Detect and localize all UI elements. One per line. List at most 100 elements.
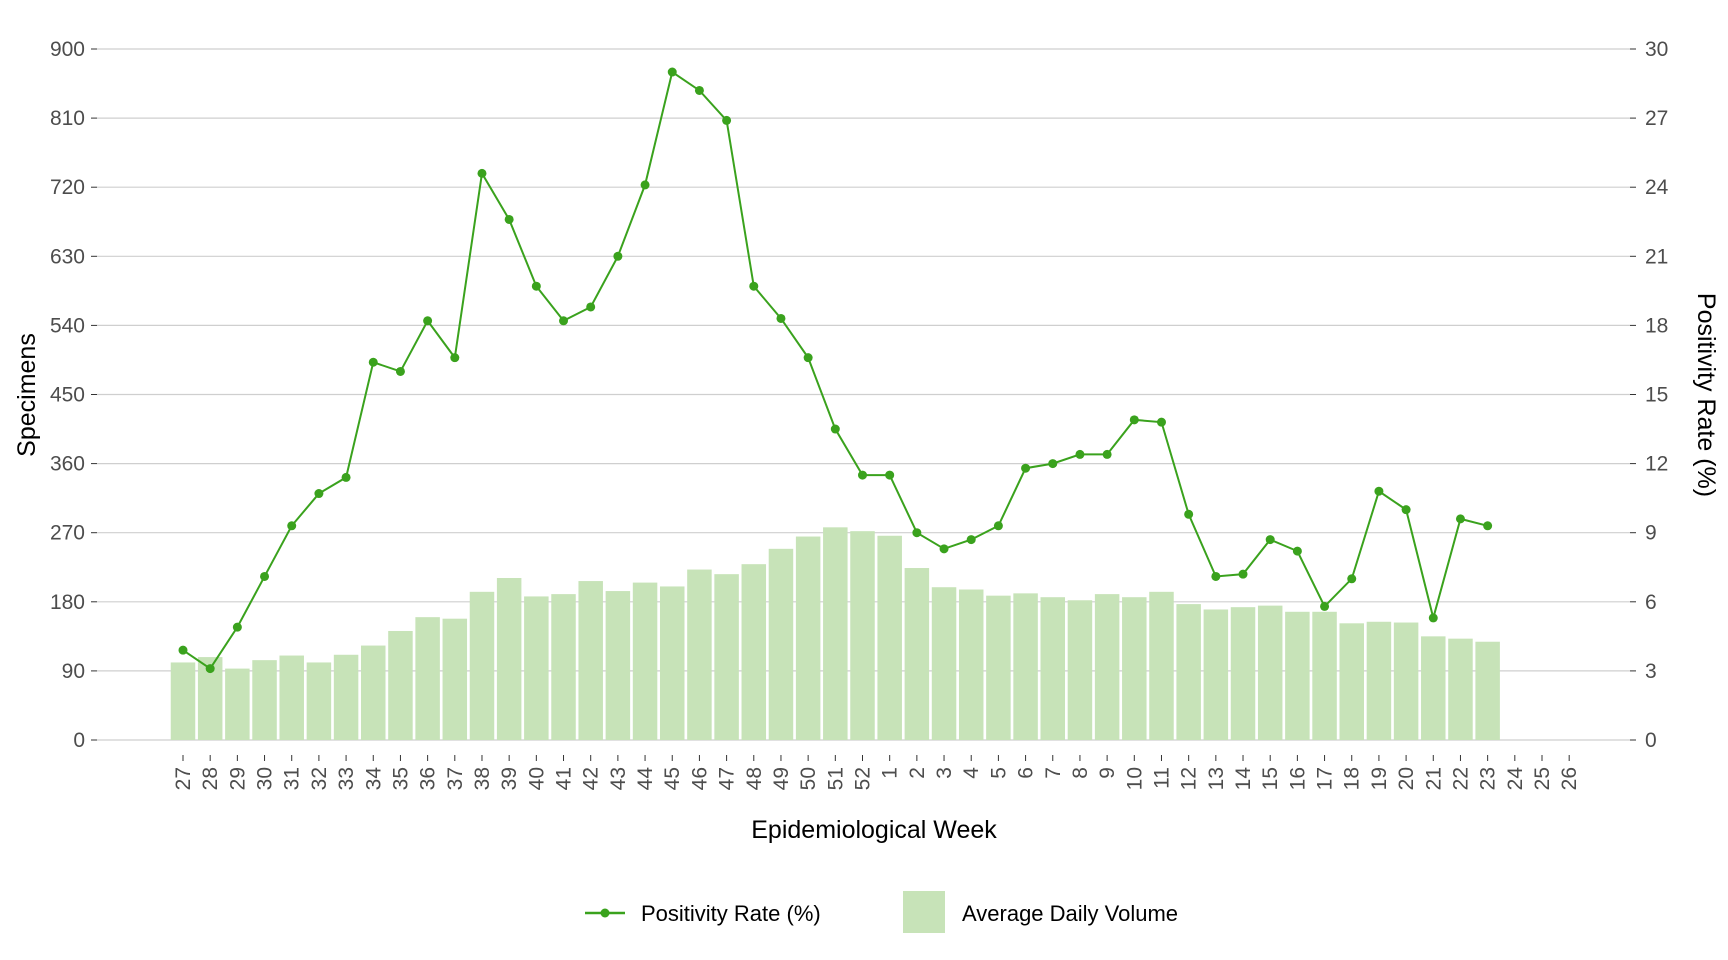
positivity-point[interactable] [1320, 601, 1330, 611]
positivity-point[interactable] [858, 470, 867, 480]
positivity-point[interactable] [531, 281, 541, 291]
positivity-point[interactable] [423, 316, 433, 326]
bar[interactable] [1475, 641, 1500, 740]
positivity-point[interactable] [694, 85, 704, 95]
positivity-point[interactable] [1401, 505, 1411, 515]
positivity-point[interactable] [776, 313, 786, 323]
positivity-point[interactable] [613, 251, 623, 261]
bar[interactable] [279, 655, 304, 740]
positivity-point[interactable] [232, 622, 242, 632]
bar[interactable] [551, 594, 576, 740]
positivity-point[interactable] [450, 353, 460, 363]
positivity-point[interactable] [1021, 463, 1031, 473]
positivity-point[interactable] [368, 357, 378, 367]
positivity-point[interactable] [1102, 449, 1112, 459]
bar[interactable] [850, 531, 875, 740]
positivity-point[interactable] [640, 180, 650, 190]
bar[interactable] [1393, 622, 1419, 740]
bar[interactable] [252, 660, 277, 740]
bar[interactable] [1421, 636, 1446, 740]
positivity-point[interactable] [939, 544, 949, 554]
positivity-point[interactable] [1455, 514, 1465, 524]
positivity-point[interactable] [966, 535, 976, 545]
positivity-point[interactable] [1265, 535, 1275, 545]
positivity-point[interactable] [667, 67, 677, 77]
bar[interactable] [442, 618, 468, 740]
positivity-point[interactable] [260, 571, 270, 581]
bar[interactable] [795, 536, 821, 740]
bar[interactable] [687, 569, 712, 740]
positivity-point[interactable] [1075, 449, 1085, 459]
positivity-point[interactable] [1483, 521, 1493, 531]
positivity-point[interactable] [559, 316, 569, 326]
bar[interactable] [768, 548, 794, 740]
positivity-point[interactable] [395, 366, 405, 376]
bar[interactable] [388, 630, 413, 740]
bar[interactable] [1122, 597, 1147, 740]
bar[interactable] [714, 574, 739, 740]
positivity-point[interactable] [1156, 417, 1166, 427]
positivity-point[interactable] [341, 472, 351, 482]
bar[interactable] [170, 662, 196, 740]
positivity-point[interactable] [803, 353, 813, 363]
bar[interactable] [877, 535, 902, 740]
bar[interactable] [1067, 600, 1093, 740]
bar[interactable] [225, 668, 250, 740]
positivity-point[interactable] [178, 645, 188, 655]
bar[interactable] [659, 586, 685, 740]
positivity-point[interactable] [722, 115, 732, 125]
bar[interactable] [1257, 605, 1283, 740]
positivity-point[interactable] [1048, 459, 1058, 469]
bar[interactable] [1203, 609, 1229, 740]
bar[interactable] [605, 591, 631, 740]
positivity-point[interactable] [885, 470, 895, 480]
positivity-point[interactable] [314, 489, 324, 499]
bar[interactable] [1312, 611, 1337, 740]
bar[interactable] [632, 582, 658, 740]
bar[interactable] [361, 645, 386, 740]
bar[interactable] [306, 662, 332, 740]
bar[interactable] [741, 564, 767, 740]
positivity-point[interactable] [477, 168, 487, 178]
bar[interactable] [415, 617, 440, 740]
positivity-point[interactable] [1129, 415, 1139, 425]
positivity-point[interactable] [1184, 509, 1194, 519]
bar[interactable] [469, 591, 495, 740]
positivity-point[interactable] [1292, 546, 1302, 556]
bar[interactable] [496, 577, 522, 740]
bar[interactable] [823, 527, 848, 740]
bar[interactable] [1339, 623, 1364, 740]
positivity-point[interactable] [205, 664, 215, 674]
positivity-point[interactable] [1211, 571, 1221, 581]
bar[interactable] [333, 654, 359, 740]
bar[interactable] [524, 596, 549, 740]
bar[interactable] [986, 595, 1011, 740]
bar[interactable] [904, 568, 930, 740]
positivity-point[interactable] [830, 424, 840, 434]
bar[interactable] [1230, 607, 1256, 740]
positivity-point[interactable] [1374, 486, 1384, 496]
bar[interactable] [1176, 604, 1201, 740]
bar[interactable] [578, 581, 603, 740]
bar[interactable] [1094, 594, 1120, 740]
positivity-point[interactable] [1428, 613, 1438, 623]
positivity-point[interactable] [586, 302, 596, 312]
legend-item-average-daily-volume[interactable]: Average Daily Volume [903, 891, 1178, 933]
bar[interactable] [1366, 621, 1392, 740]
bar[interactable] [1013, 593, 1038, 740]
positivity-point[interactable] [504, 214, 514, 224]
bar[interactable] [1285, 611, 1310, 740]
bar[interactable] [1149, 591, 1174, 740]
legend-item-positivity-rate[interactable]: Positivity Rate (%) [585, 901, 821, 926]
y-tick-label: 540 [50, 314, 85, 337]
positivity-point[interactable] [287, 521, 297, 531]
bar[interactable] [1448, 638, 1473, 740]
bar[interactable] [931, 587, 957, 740]
positivity-point[interactable] [993, 521, 1003, 531]
positivity-point[interactable] [912, 528, 922, 538]
bar[interactable] [1040, 597, 1066, 740]
positivity-point[interactable] [749, 281, 759, 291]
positivity-point[interactable] [1347, 574, 1357, 584]
bar[interactable] [958, 589, 984, 740]
positivity-point[interactable] [1238, 569, 1248, 579]
